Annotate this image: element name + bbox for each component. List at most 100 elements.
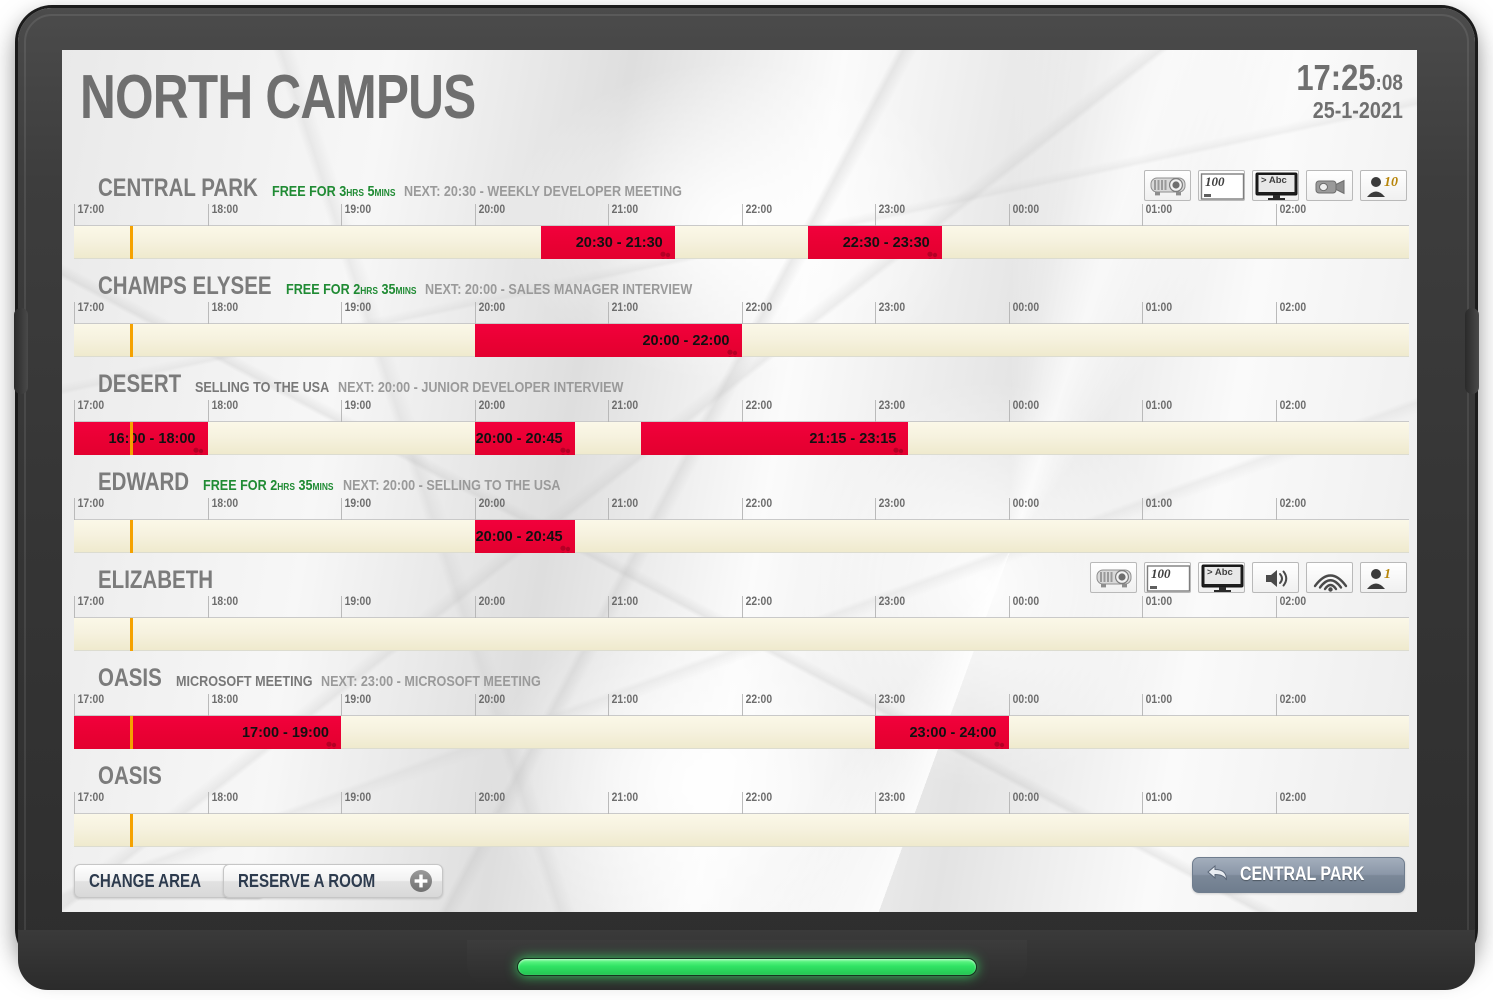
- booking-time-label: 17:00 - 19:00: [241, 724, 329, 741]
- back-to-room-button[interactable]: CENTRAL PARK: [1191, 857, 1405, 893]
- timeline-track[interactable]: 16:00 - 18:00 20:00 - 20:45 21:15 - 23:15: [74, 422, 1409, 455]
- timeline-tick: 22:00: [741, 596, 772, 618]
- speaker-icon[interactable]: [1252, 562, 1299, 593]
- room-timeline[interactable]: 17:00 18:00 19:00 20:00 21:00 22:00 23:00 00:00…: [74, 204, 1409, 268]
- whiteboard-100-icon[interactable]: 100: [1144, 562, 1191, 593]
- timeline-track[interactable]: 20:00 - 22:00: [74, 324, 1409, 357]
- room-name: OASIS: [98, 762, 162, 790]
- current-time-marker: [130, 618, 134, 651]
- booking-block[interactable]: 20:00 - 22:00: [474, 324, 742, 357]
- room-next-meeting: NEXT: 23:00 - MICROSOFT MEETING: [321, 673, 542, 690]
- timeline-tick: 17:00: [74, 204, 104, 226]
- screen-abc-icon[interactable]: > Abc: [1252, 170, 1299, 201]
- current-time-marker: [130, 226, 134, 259]
- current-time-marker: [130, 520, 134, 553]
- booking-attendees-icon: [926, 248, 939, 259]
- timeline-tick: 01:00: [1142, 302, 1172, 324]
- booking-attendees-icon: [192, 444, 205, 455]
- timeline-tick: 20:00: [474, 498, 505, 520]
- whiteboard-100-icon[interactable]: 100: [1198, 170, 1245, 201]
- timeline-track[interactable]: [74, 618, 1409, 651]
- room-row[interactable]: EDWARD FREE FOR 2HRS 35MINS NEXT: 20:00 - …: [62, 466, 1417, 564]
- booking-block[interactable]: 23:00 - 24:00: [875, 716, 1009, 749]
- timeline-tick: 02:00: [1275, 498, 1306, 520]
- room-status-unit-minutes: MINS: [374, 188, 396, 199]
- room-timeline[interactable]: 17:00 18:00 19:00 20:00 21:00 22:00 23:00 00:00…: [74, 302, 1409, 366]
- booking-attendees-icon: [726, 346, 739, 357]
- booking-block[interactable]: 17:00 - 19:00: [74, 716, 341, 749]
- timeline-tick: 00:00: [1008, 302, 1039, 324]
- room-row[interactable]: OASIS MICROSOFT MEETING NEXT: 23:00 - MICR…: [62, 662, 1417, 760]
- timeline-tick: 20:00: [474, 302, 505, 324]
- booking-time-label: 20:00 - 20:45: [475, 528, 563, 545]
- timeline-tick: 20:00: [474, 400, 505, 422]
- timeline-tick: 22:00: [741, 792, 772, 814]
- timeline-tick: 01:00: [1142, 204, 1172, 226]
- room-timeline[interactable]: 17:00 18:00 19:00 20:00 21:00 22:00 23:00 00:00…: [74, 596, 1409, 660]
- room-timeline[interactable]: 17:00 18:00 19:00 20:00 21:00 22:00 23:00 00:00…: [74, 792, 1409, 856]
- room-status-unit-minutes: MINS: [395, 286, 417, 297]
- timeline-tick: 20:00: [474, 596, 505, 618]
- timeline-tick: 21:00: [608, 204, 638, 226]
- timeline-tick: 23:00: [875, 694, 905, 716]
- room-header: CHAMPS ELYSEE FREE FOR 2HRS 35MINS NEXT: 2…: [62, 270, 1417, 302]
- timeline-tick: 18:00: [207, 792, 238, 814]
- booking-block[interactable]: 20:00 - 20:45: [474, 422, 575, 455]
- capacity-10-icon[interactable]: 10: [1360, 170, 1407, 201]
- booking-block[interactable]: 20:00 - 20:45: [474, 520, 575, 553]
- room-next-meeting: NEXT: 20:00 - SALES MANAGER INTERVIEW: [425, 281, 693, 298]
- timeline-tick: 21:00: [608, 302, 638, 324]
- current-time-marker: [130, 814, 134, 847]
- room-row[interactable]: OASIS 17:00 18:00 19:00 20:00 21:00 22:00 23:00…: [62, 760, 1417, 858]
- timeline-tick: 22:00: [741, 204, 772, 226]
- booking-block[interactable]: 21:15 - 23:15: [641, 422, 909, 455]
- room-row[interactable]: CENTRAL PARK FREE FOR 3HRS 5MINS NEXT: 20:…: [62, 170, 1417, 270]
- footer: CHANGE AREA RESERVE A ROOM CENTRAL PARK: [62, 854, 1417, 912]
- timeline-axis: 17:00 18:00 19:00 20:00 21:00 22:00 23:00 00:00…: [74, 792, 1409, 814]
- change-area-label: CHANGE AREA: [89, 870, 202, 891]
- room-header: OASIS MICROSOFT MEETING NEXT: 23:00 - MICR…: [62, 662, 1417, 694]
- reserve-room-button[interactable]: RESERVE A ROOM: [223, 864, 444, 898]
- booking-block[interactable]: 16:00 - 18:00: [74, 422, 208, 455]
- room-row[interactable]: ELIZABETH 100 > Abc 1 17:00 18:00 19:00 20:00 21…: [62, 562, 1417, 662]
- timeline-track[interactable]: 20:00 - 20:45: [74, 520, 1409, 553]
- room-status-value: SELLING TO THE USA: [195, 379, 330, 396]
- timeline-tick: 23:00: [875, 302, 905, 324]
- room-row[interactable]: CHAMPS ELYSEE FREE FOR 2HRS 35MINS NEXT: 2…: [62, 270, 1417, 368]
- booking-attendees-icon: [659, 248, 672, 259]
- clock-time: 17:25:08: [1296, 60, 1403, 96]
- wifi-icon[interactable]: [1306, 562, 1353, 593]
- room-name: ELIZABETH: [98, 566, 214, 594]
- booking-block[interactable]: 22:30 - 23:30: [808, 226, 942, 259]
- timeline-tick: 18:00: [207, 400, 238, 422]
- timeline-track[interactable]: [74, 814, 1409, 847]
- timeline-tick: 19:00: [341, 498, 371, 520]
- availability-led: [516, 958, 977, 976]
- timeline-tick: 22:00: [741, 302, 772, 324]
- timeline-track[interactable]: 20:30 - 21:30 22:30 - 23:30: [74, 226, 1409, 259]
- screen-abc-icon[interactable]: > Abc: [1198, 562, 1245, 593]
- booking-attendees-icon: [325, 738, 338, 749]
- projector-icon[interactable]: [1090, 562, 1137, 593]
- room-row[interactable]: DESERT SELLING TO THE USA NEXT: 20:00 - JU…: [62, 368, 1417, 466]
- video-camera-icon[interactable]: [1306, 170, 1353, 201]
- timeline-axis: 17:00 18:00 19:00 20:00 21:00 22:00 23:00 00:00…: [74, 400, 1409, 422]
- room-status-unit-minutes: MINS: [312, 482, 334, 493]
- room-timeline[interactable]: 17:00 18:00 19:00 20:00 21:00 22:00 23:00 00:00…: [74, 400, 1409, 464]
- timeline-tick: 01:00: [1142, 400, 1172, 422]
- timeline-tick: 19:00: [341, 694, 371, 716]
- room-timeline[interactable]: 17:00 18:00 19:00 20:00 21:00 22:00 23:00 00:00…: [74, 498, 1409, 562]
- room-name: EDWARD: [98, 468, 190, 496]
- timeline-tick: 19:00: [341, 400, 371, 422]
- timeline-track[interactable]: 17:00 - 19:00 23:00 - 24:00: [74, 716, 1409, 749]
- booking-block[interactable]: 20:30 - 21:30: [541, 226, 675, 259]
- room-list[interactable]: CENTRAL PARK FREE FOR 3HRS 5MINS NEXT: 20:…: [62, 170, 1417, 858]
- room-status-value: FREE FOR 2: [203, 477, 278, 494]
- capacity-1-icon[interactable]: 1: [1360, 562, 1407, 593]
- booking-time-label: 20:30 - 21:30: [575, 234, 663, 251]
- room-timeline[interactable]: 17:00 18:00 19:00 20:00 21:00 22:00 23:00 00:00…: [74, 694, 1409, 758]
- projector-icon[interactable]: [1144, 170, 1191, 201]
- timeline-tick: 18:00: [207, 498, 238, 520]
- timeline-tick: 19:00: [341, 302, 371, 324]
- room-name: CHAMPS ELYSEE: [98, 272, 272, 300]
